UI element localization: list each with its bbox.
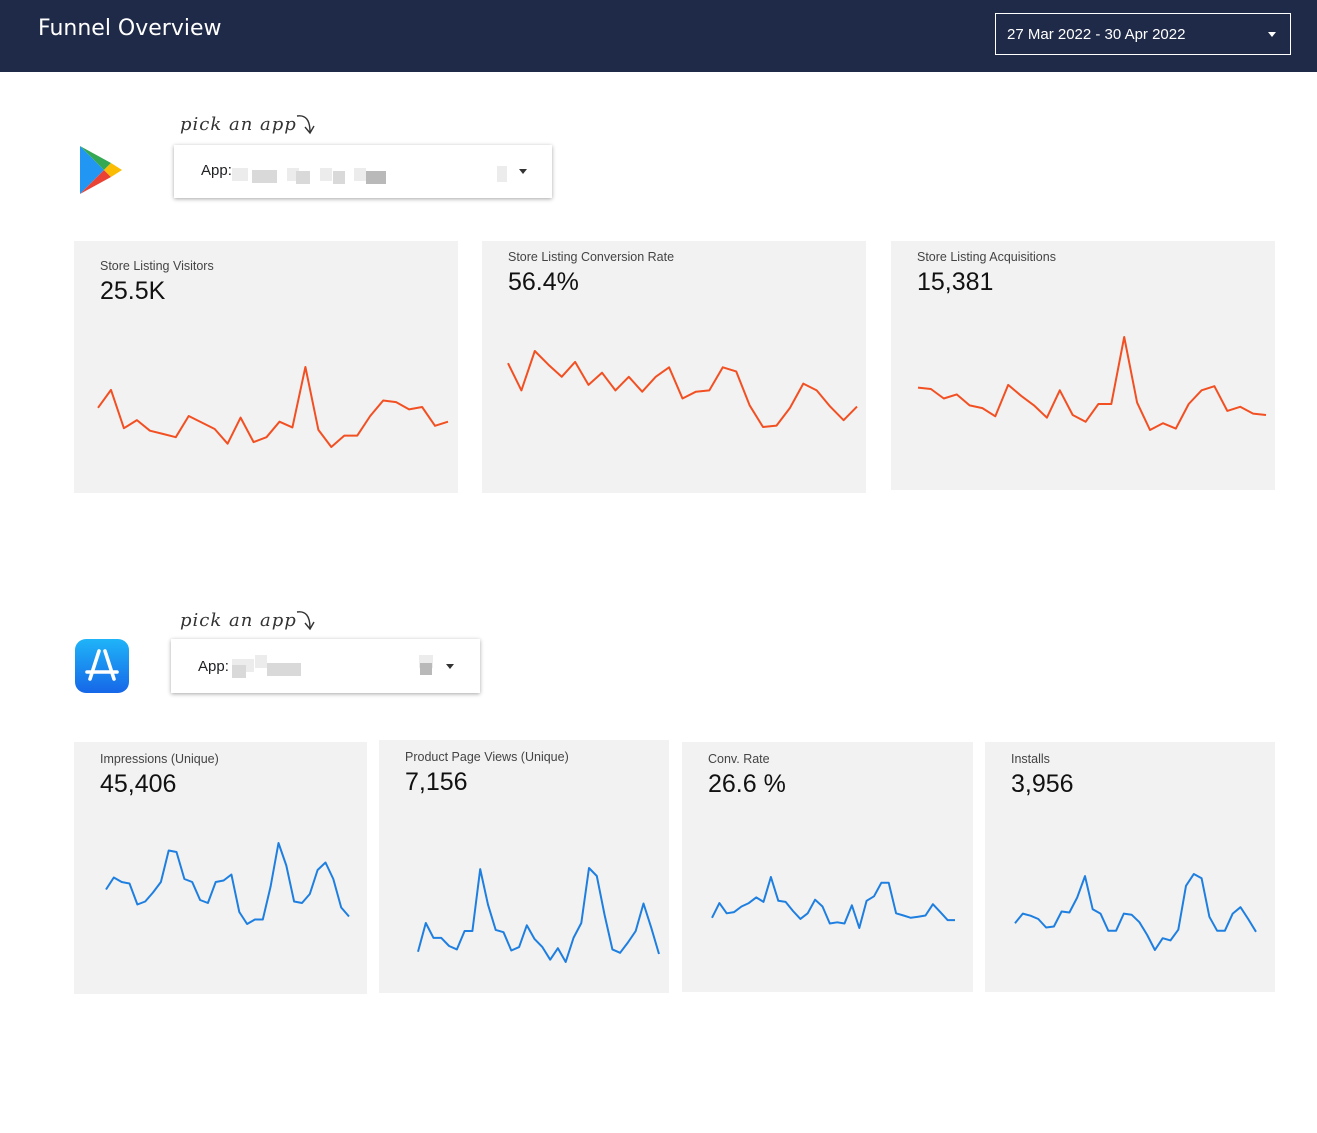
redacted-text bbox=[366, 171, 386, 184]
sparkline-chart bbox=[105, 842, 350, 925]
curved-arrow-icon bbox=[296, 611, 315, 631]
metric-title: Product Page Views (Unique) bbox=[405, 750, 569, 764]
redacted-text bbox=[333, 171, 345, 184]
sparkline-chart bbox=[507, 350, 858, 428]
google-play-icon bbox=[80, 146, 122, 194]
metric-title: Installs bbox=[1011, 752, 1050, 766]
metric-value: 3,956 bbox=[1011, 770, 1074, 798]
metric-value: 45,406 bbox=[100, 770, 177, 798]
metric-card-store-listing-acquisitions: Store Listing Acquisitions 15,381 bbox=[891, 241, 1275, 490]
metric-value: 15,381 bbox=[917, 268, 994, 296]
metric-value: 26.6 % bbox=[708, 770, 786, 798]
redacted-text bbox=[267, 663, 301, 676]
curved-arrow-icon bbox=[296, 115, 315, 135]
chevron-down-icon bbox=[446, 664, 454, 669]
sparkline-series bbox=[105, 842, 350, 925]
appstore-app-selector[interactable]: App: bbox=[171, 639, 480, 693]
app-selector-label: App: bbox=[198, 658, 229, 675]
sparkline-series bbox=[97, 366, 449, 448]
metric-title: Store Listing Acquisitions bbox=[917, 250, 1056, 264]
pick-app-hint-appstore: pick an app bbox=[180, 610, 297, 631]
sparkline-series bbox=[417, 867, 660, 963]
redacted-text bbox=[354, 168, 366, 181]
pick-app-hint-play: pick an app bbox=[180, 114, 297, 135]
sparkline-chart bbox=[917, 336, 1267, 431]
metric-value: 25.5K bbox=[100, 277, 166, 305]
chevron-down-icon bbox=[519, 169, 527, 174]
sparkline-series bbox=[917, 336, 1267, 431]
chevron-down-icon bbox=[1268, 32, 1276, 37]
play-app-selector[interactable]: App: bbox=[174, 145, 552, 198]
sparkline-chart bbox=[97, 366, 449, 448]
metric-title: Store Listing Visitors bbox=[100, 259, 214, 273]
sparkline-chart bbox=[417, 867, 660, 963]
sparkline-series bbox=[507, 350, 858, 428]
date-range-picker[interactable]: 27 Mar 2022 - 30 Apr 2022 bbox=[995, 13, 1291, 55]
redacted-text bbox=[497, 166, 507, 182]
sparkline-series bbox=[711, 876, 955, 929]
metric-card-installs: Installs 3,956 bbox=[985, 742, 1275, 992]
metric-card-conv-rate: Conv. Rate 26.6 % bbox=[682, 742, 973, 992]
metric-title: Store Listing Conversion Rate bbox=[508, 250, 675, 264]
redacted-text bbox=[320, 168, 332, 181]
redacted-text bbox=[232, 168, 248, 181]
redacted-text bbox=[252, 170, 277, 183]
metric-card-product-page-views: Product Page Views (Unique) 7,156 bbox=[379, 740, 669, 993]
sparkline-chart bbox=[711, 876, 955, 929]
redacted-text bbox=[232, 665, 246, 678]
metric-card-store-listing-visitors: Store Listing Visitors 25.5K bbox=[74, 241, 458, 493]
redacted-text bbox=[296, 171, 310, 184]
redacted-text bbox=[255, 655, 267, 668]
redacted-text bbox=[420, 663, 432, 675]
app-store-icon bbox=[75, 639, 129, 693]
metric-title: Impressions (Unique) bbox=[100, 752, 219, 766]
top-header: Funnel Overview 27 Mar 2022 - 30 Apr 202… bbox=[0, 0, 1317, 72]
sparkline-series bbox=[1014, 873, 1257, 951]
date-range-value: 27 Mar 2022 - 30 Apr 2022 bbox=[1007, 26, 1186, 43]
metric-value: 56.4% bbox=[508, 268, 579, 296]
page-title: Funnel Overview bbox=[38, 16, 222, 41]
app-selector-label: App: bbox=[201, 162, 232, 179]
metric-card-impressions: Impressions (Unique) 45,406 bbox=[74, 742, 367, 994]
metric-card-store-listing-conversion-rate: Store Listing Conversion Rate 56.4% bbox=[482, 241, 866, 493]
metric-value: 7,156 bbox=[405, 768, 468, 796]
sparkline-chart bbox=[1014, 873, 1257, 951]
metric-title: Conv. Rate bbox=[708, 752, 770, 766]
